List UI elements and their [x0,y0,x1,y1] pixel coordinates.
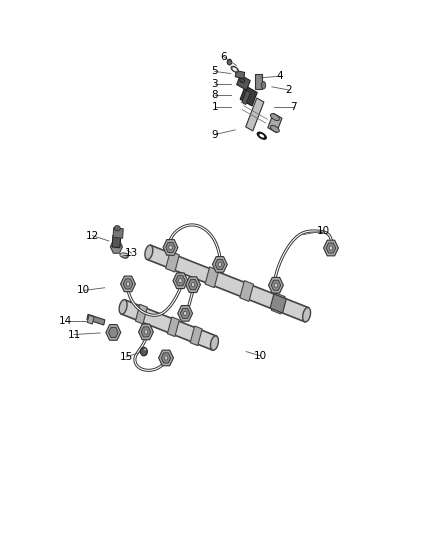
Polygon shape [166,251,180,272]
Ellipse shape [274,283,278,287]
Polygon shape [159,350,173,366]
Text: 4: 4 [277,71,283,81]
Polygon shape [109,327,118,337]
Polygon shape [112,235,121,248]
Polygon shape [240,86,257,106]
Polygon shape [176,276,185,286]
Polygon shape [161,353,171,363]
Polygon shape [147,245,308,322]
Ellipse shape [303,308,311,322]
Text: 14: 14 [59,316,72,326]
Polygon shape [123,279,133,289]
Ellipse shape [231,66,238,72]
Ellipse shape [144,349,146,351]
Text: 5: 5 [211,67,218,76]
Ellipse shape [164,356,168,360]
Ellipse shape [114,225,120,231]
Ellipse shape [258,132,266,139]
Text: 10: 10 [317,226,330,236]
Ellipse shape [259,134,264,138]
Ellipse shape [227,60,232,65]
Polygon shape [167,317,179,337]
Polygon shape [173,273,188,288]
Polygon shape [270,294,286,313]
Polygon shape [271,280,281,290]
Polygon shape [120,276,135,292]
Ellipse shape [240,78,245,83]
Polygon shape [113,228,123,238]
Text: 2: 2 [286,85,292,95]
Ellipse shape [329,246,333,250]
Polygon shape [138,324,153,340]
Text: 10: 10 [254,351,267,361]
Text: 12: 12 [86,231,99,241]
Polygon shape [237,75,250,90]
Text: 6: 6 [220,52,227,61]
Ellipse shape [120,253,129,258]
Polygon shape [212,256,227,272]
Ellipse shape [169,245,172,249]
Polygon shape [205,267,219,288]
Polygon shape [87,315,94,324]
Text: 10: 10 [77,286,90,295]
Ellipse shape [179,279,182,283]
Polygon shape [235,70,245,79]
Text: 15: 15 [120,352,133,362]
Ellipse shape [270,114,279,120]
Ellipse shape [141,348,148,356]
Text: 11: 11 [67,329,81,340]
Text: 9: 9 [211,130,218,140]
Ellipse shape [270,125,279,132]
Text: 13: 13 [125,248,138,258]
Polygon shape [180,308,190,318]
Polygon shape [326,243,336,253]
Polygon shape [178,305,193,321]
Text: 8: 8 [211,90,218,100]
Polygon shape [163,240,178,255]
Ellipse shape [145,245,153,260]
Polygon shape [246,98,264,131]
Polygon shape [242,90,251,104]
Polygon shape [272,293,285,314]
Polygon shape [268,277,283,293]
Polygon shape [110,240,123,253]
Ellipse shape [119,300,127,314]
Polygon shape [186,277,201,293]
Ellipse shape [184,311,187,316]
Text: 1: 1 [211,102,218,112]
Ellipse shape [218,262,222,266]
Text: 3: 3 [211,79,218,89]
Ellipse shape [191,282,195,287]
Polygon shape [255,74,262,89]
Polygon shape [121,300,216,350]
Polygon shape [135,304,147,324]
Polygon shape [240,280,254,301]
Ellipse shape [261,82,266,89]
Polygon shape [106,325,121,340]
Polygon shape [188,280,198,290]
Ellipse shape [233,68,237,71]
Polygon shape [215,260,225,270]
Ellipse shape [144,330,148,334]
Text: 7: 7 [290,102,297,112]
Polygon shape [166,243,175,253]
Polygon shape [87,314,105,325]
Polygon shape [324,240,339,256]
Ellipse shape [211,336,219,350]
Polygon shape [141,327,151,337]
Ellipse shape [126,282,130,286]
Polygon shape [190,326,202,345]
Polygon shape [268,114,282,133]
